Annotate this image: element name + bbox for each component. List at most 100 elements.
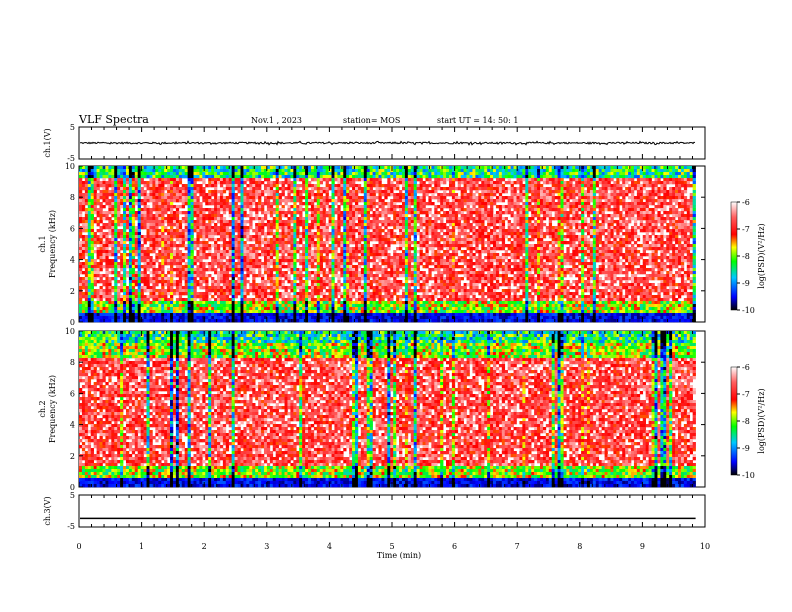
spectrogram-cell [217, 253, 221, 257]
spectrogram-cell [164, 196, 168, 200]
spectrogram-cell [193, 298, 197, 302]
spectrogram-cell [360, 208, 365, 212]
spectrogram-cell [343, 214, 347, 218]
spectrogram-cell [184, 226, 188, 230]
spectrogram-cell [272, 253, 277, 257]
spectrogram-cell [214, 256, 218, 260]
spectrogram-cell [390, 199, 394, 203]
spectrogram-cell [246, 166, 250, 170]
spectrogram-cell [331, 289, 335, 293]
spectrogram-cell [252, 283, 256, 287]
spectrogram-cell [211, 244, 215, 248]
spectrogram-cell [258, 229, 262, 233]
spectrogram-cell [261, 298, 265, 302]
spectrogram-cell [375, 220, 379, 224]
spectrogram-cell [293, 244, 297, 248]
spectrogram-cell [375, 190, 379, 194]
spectrogram-cell [293, 211, 297, 215]
spectrogram-cell [120, 166, 124, 170]
spectrogram-cell [93, 316, 97, 320]
spectrogram-cell [237, 220, 241, 224]
spectrogram-cell [205, 166, 209, 170]
spectrogram-cell [290, 229, 294, 233]
spectrogram-cell [231, 295, 235, 299]
spectrogram-cell [222, 232, 227, 236]
spectrogram-cell [349, 253, 353, 257]
spectrogram-cell [158, 274, 162, 278]
spectrogram-cell [319, 316, 324, 320]
spectrogram-cell [325, 313, 329, 317]
spectrogram-cell [217, 310, 221, 314]
spectrogram-cell [105, 187, 109, 191]
spectrogram-cell [81, 280, 86, 284]
spectrogram-cell [202, 298, 206, 302]
spectrogram-cell [363, 235, 368, 239]
spectrogram-cell [125, 190, 130, 194]
spectrogram-cell [202, 292, 206, 296]
spectrogram-cell [372, 298, 376, 302]
spectrogram-cell [263, 316, 268, 320]
spectrogram-cell [152, 175, 156, 179]
spectrogram-cell [120, 298, 124, 302]
spectrogram-cell [84, 310, 89, 314]
spectrogram-cell [302, 298, 306, 302]
spectrogram-cell [299, 259, 303, 263]
spectrogram-cell [146, 256, 150, 260]
spectrogram-cell [140, 181, 144, 185]
spectrogram-cell [261, 229, 265, 233]
spectrogram-cell [334, 208, 338, 212]
spectrogram-cell [149, 208, 153, 212]
spectrogram-cell [225, 289, 230, 293]
spectrogram-cell [214, 280, 218, 284]
spectrogram-cell [322, 235, 326, 239]
spectrogram-cell [134, 298, 139, 302]
spectrogram-cell [340, 220, 344, 224]
spectrogram-cell [366, 172, 370, 176]
spectrogram-cell [234, 226, 238, 230]
spectrogram-cell [331, 274, 335, 278]
spectrogram-cell [269, 307, 274, 311]
spectrogram-cell [231, 226, 235, 230]
spectrogram-cell [278, 301, 282, 305]
spectrogram-cell [105, 247, 109, 251]
spectrogram-cell [263, 211, 268, 215]
spectrogram-cell [393, 166, 397, 170]
spectrogram-cell [161, 169, 165, 173]
spectrogram-cell [137, 295, 141, 299]
spectrogram-cell [255, 304, 259, 308]
spectrogram-cell [222, 307, 227, 311]
spectrogram-cell [237, 280, 241, 284]
spectrogram-cell [363, 313, 368, 317]
spectrogram-cell [278, 202, 282, 206]
spectrogram-cell [284, 241, 288, 245]
spectrogram-cell [93, 244, 97, 248]
spectrogram-cell [334, 271, 338, 275]
spectrogram-cell [114, 172, 118, 176]
spectrogram-cell [90, 280, 94, 284]
spectrogram-cell [296, 292, 300, 296]
spectrogram-cell [208, 298, 212, 302]
spectrogram-cell [84, 199, 89, 203]
spectrogram-cell [149, 244, 153, 248]
spectrogram-cell [149, 265, 153, 269]
spectrogram-cell [340, 211, 344, 215]
spectrogram-cell [243, 241, 247, 245]
spectrogram-cell [231, 268, 235, 272]
spectrogram-cell [120, 181, 124, 185]
spectrogram-cell [170, 232, 174, 236]
spectrogram-cell [284, 286, 288, 290]
spectrogram-cell [90, 187, 94, 191]
spectrogram-cell [393, 280, 397, 284]
spectrogram-cell [275, 196, 279, 200]
spectrogram-cell [381, 202, 385, 206]
spectrogram-cell [366, 247, 370, 251]
spectrogram-cell [316, 172, 321, 176]
spectrogram-cell [246, 262, 250, 266]
spectrogram-cell [360, 271, 365, 275]
spectrogram-cell [363, 172, 368, 176]
spectrogram-cell [316, 232, 321, 236]
spectrogram-cell [378, 280, 382, 284]
spectrogram-cell [384, 196, 388, 200]
spectrogram-cell [81, 319, 86, 323]
spectrogram-cell [322, 202, 326, 206]
